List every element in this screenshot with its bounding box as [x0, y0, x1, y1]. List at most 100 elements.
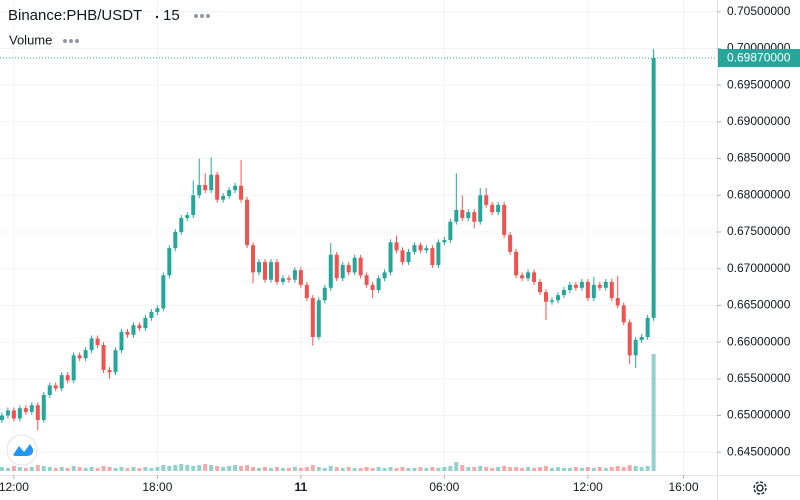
candle-body: [591, 284, 596, 299]
candle-body: [544, 292, 549, 302]
candle-body: [597, 284, 602, 288]
candle-body: [490, 204, 495, 213]
candle-body: [466, 212, 471, 219]
candle-body: [203, 185, 208, 191]
logo[interactable]: [6, 434, 38, 466]
candle-body: [454, 209, 459, 222]
y-tick-label: 0.65500000: [727, 371, 791, 385]
candle-body: [448, 221, 453, 241]
more-button[interactable]: [194, 14, 210, 18]
volume-bar: [119, 467, 124, 471]
volume-bar: [59, 467, 64, 471]
volume-bar: [436, 468, 441, 471]
volume-bar: [334, 467, 339, 471]
volume-bar: [298, 468, 303, 471]
volume-bar: [143, 467, 148, 471]
candle-body: [17, 408, 22, 419]
volume-bar: [460, 465, 465, 471]
x-tick-label: 11: [295, 480, 308, 494]
volume-bar: [197, 465, 202, 471]
volume-bar: [633, 466, 638, 471]
candle-body: [125, 331, 130, 335]
volume-bar: [573, 467, 578, 471]
more-button[interactable]: [63, 39, 79, 43]
volume-bar: [394, 468, 399, 471]
separator: [155, 15, 159, 19]
volume-bar: [597, 467, 602, 471]
candle-body: [274, 262, 279, 282]
volume-bar: [113, 468, 118, 471]
candle-body: [310, 298, 315, 337]
candle-body: [95, 338, 100, 346]
volume-bar: [579, 468, 584, 471]
volume-bar: [310, 465, 315, 471]
y-tick-label: 0.64500000: [727, 444, 791, 458]
volume-bar: [41, 466, 46, 471]
candle-body: [161, 275, 166, 309]
volume-pane: [0, 354, 656, 471]
candle-body: [107, 370, 112, 373]
volume-bar: [77, 467, 82, 471]
volume-bar: [442, 467, 447, 471]
volume-bar: [627, 465, 632, 471]
candle-body: [400, 250, 405, 263]
volume-bar: [400, 467, 405, 471]
candle-body: [59, 375, 64, 389]
volume-label[interactable]: Volume: [9, 32, 52, 47]
volume-bar: [603, 468, 608, 471]
candle-body: [418, 245, 423, 251]
candle-body: [23, 408, 28, 412]
volume-bar: [179, 464, 184, 471]
volume-bar: [185, 465, 190, 471]
volume-bar: [292, 467, 297, 471]
volume-bar: [11, 466, 16, 471]
settings-button[interactable]: [753, 481, 767, 495]
candle-body: [77, 355, 82, 359]
volume-bar: [424, 468, 429, 471]
symbol[interactable]: Binance:PHB/USDT: [8, 7, 142, 24]
candle-body: [639, 336, 644, 340]
last-price-tag: [718, 48, 800, 67]
interval[interactable]: 15: [163, 7, 180, 24]
volume-bar: [412, 468, 417, 471]
axes: 0.64500000 0.65000000 0.65500000 0.66000000…: [0, 4, 800, 494]
volume-bar: [89, 467, 94, 471]
candle-body: [442, 240, 447, 243]
volume-bar: [406, 468, 411, 471]
y-tick-label: 0.66500000: [727, 298, 791, 312]
grid: [0, 0, 717, 475]
candle-body: [131, 325, 136, 335]
candle-body: [645, 317, 650, 337]
volume-bar: [286, 468, 291, 471]
candle-body: [585, 281, 590, 299]
volume-bar: [651, 354, 656, 471]
candle-body: [520, 275, 525, 279]
volume-bar: [364, 467, 369, 471]
volume-bar: [549, 468, 554, 471]
volume-bar: [0, 467, 4, 471]
volume-bar: [274, 467, 279, 471]
candle-body: [508, 234, 513, 252]
candle-body: [484, 195, 489, 205]
volume-bar: [448, 466, 453, 471]
candle-body: [603, 281, 608, 288]
candle-body: [609, 281, 614, 299]
candle-body: [11, 410, 16, 419]
volume-bar: [161, 465, 166, 471]
candle-body: [47, 385, 52, 395]
candle-body: [430, 248, 435, 266]
volume-bar: [23, 468, 28, 471]
x-tick-label: 16:00: [669, 480, 699, 494]
candle-body: [382, 272, 387, 279]
y-tick-label: 0.69000000: [727, 114, 791, 128]
candle-body: [209, 174, 214, 191]
volume-bar: [639, 467, 644, 471]
candle-body: [239, 185, 244, 200]
volume-bar: [209, 465, 214, 471]
candle-body: [292, 270, 297, 280]
candle-body: [579, 281, 584, 288]
candle-body: [83, 350, 88, 359]
volume-bar: [137, 468, 142, 471]
candle-body: [346, 265, 351, 273]
candle-body: [149, 312, 154, 318]
